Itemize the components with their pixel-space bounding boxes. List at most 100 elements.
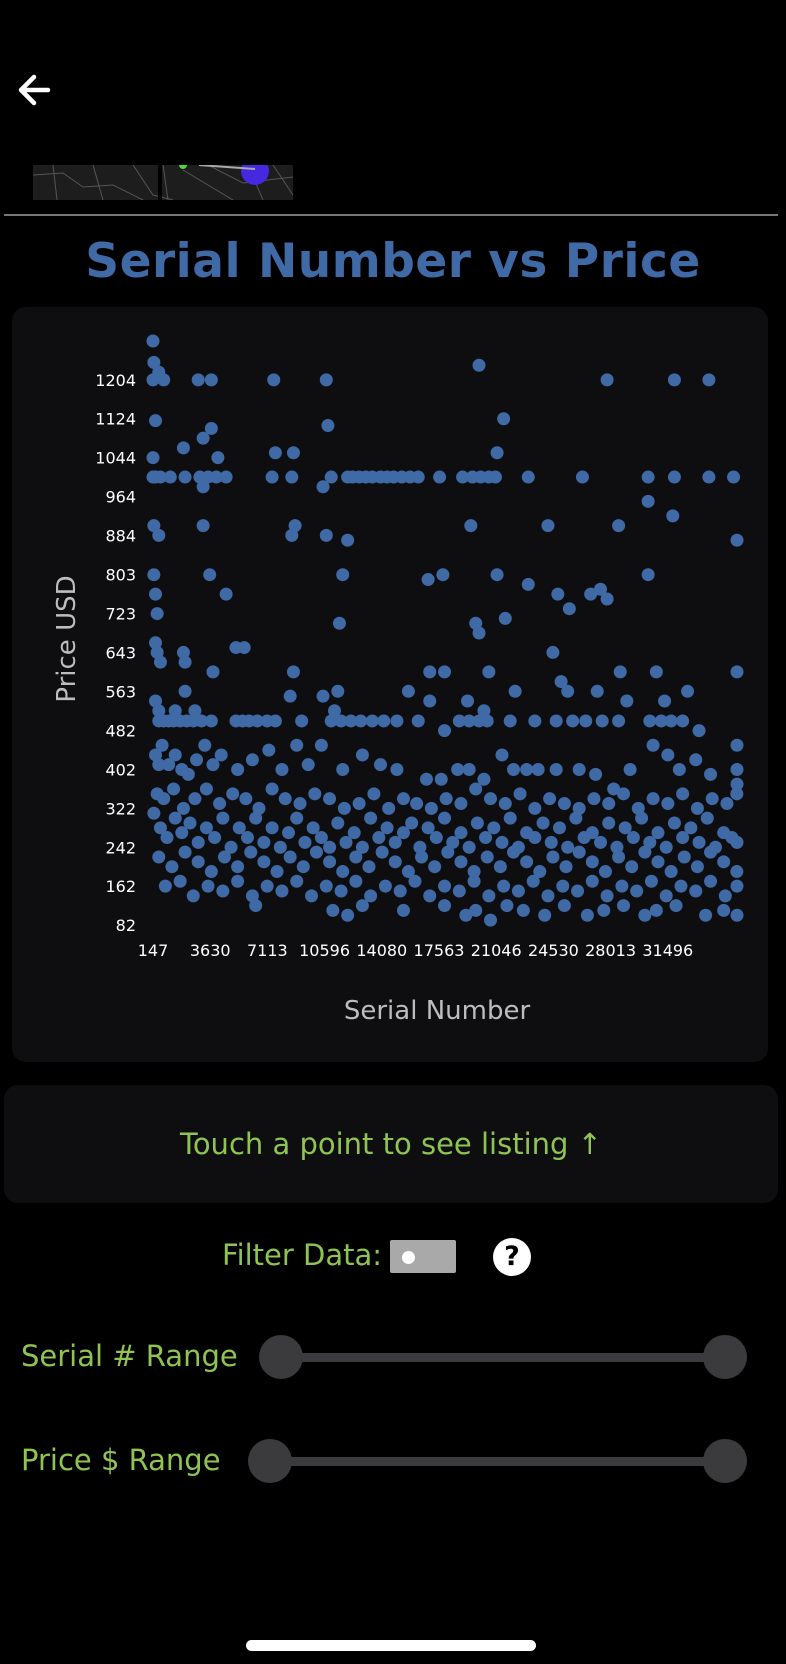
data-point[interactable] [421,821,435,835]
data-point[interactable] [635,811,649,825]
data-point[interactable] [587,792,601,806]
data-point[interactable] [367,787,381,801]
data-point[interactable] [459,908,473,922]
data-point[interactable] [196,519,210,533]
data-point[interactable] [349,874,363,888]
data-point[interactable] [644,874,658,888]
data-point[interactable] [410,797,424,811]
data-point[interactable] [146,373,160,387]
data-point[interactable] [396,826,410,840]
data-point[interactable] [321,419,335,433]
data-point[interactable] [439,792,453,806]
data-point[interactable] [446,835,460,849]
data-point[interactable] [649,903,663,917]
data-point[interactable] [566,714,580,728]
data-point[interactable] [354,714,368,728]
data-point[interactable] [536,816,550,830]
data-point[interactable] [561,684,575,698]
data-point[interactable] [436,568,450,582]
data-point[interactable] [268,714,282,728]
data-point[interactable] [672,763,686,777]
data-point[interactable] [498,611,512,625]
data-point[interactable] [438,879,452,893]
price-range-track[interactable] [272,1457,727,1466]
data-point[interactable] [508,684,522,698]
data-point[interactable] [684,821,698,835]
data-point[interactable] [198,738,212,752]
data-point[interactable] [625,860,639,874]
data-point[interactable] [585,874,599,888]
data-point[interactable] [613,665,627,679]
data-point[interactable] [293,797,307,811]
data-point[interactable] [265,782,279,796]
data-point[interactable] [730,787,744,801]
data-point[interactable] [612,850,626,864]
data-point[interactable] [188,792,202,806]
data-point[interactable] [490,446,504,460]
data-point[interactable] [646,792,660,806]
data-point[interactable] [149,587,163,601]
data-point[interactable] [339,835,353,849]
data-point[interactable] [480,850,494,864]
data-point[interactable] [216,884,230,898]
data-point[interactable] [602,797,616,811]
data-point[interactable] [146,451,160,465]
data-point[interactable] [283,850,297,864]
data-point[interactable] [521,470,535,484]
data-point[interactable] [355,748,369,762]
data-point[interactable] [411,714,425,728]
data-point[interactable] [331,684,345,698]
data-point[interactable] [690,801,704,815]
data-point[interactable] [595,714,609,728]
data-point[interactable] [334,884,348,898]
data-point[interactable] [411,470,425,484]
data-point[interactable] [160,831,174,845]
data-point[interactable] [692,724,706,738]
data-point[interactable] [157,792,171,806]
data-point[interactable] [572,763,586,777]
data-point[interactable] [600,592,614,606]
data-point[interactable] [165,860,179,874]
data-point[interactable] [730,533,744,547]
data-point[interactable] [401,865,415,879]
data-point[interactable] [336,763,350,777]
data-point[interactable] [147,806,161,820]
data-point[interactable] [598,865,612,879]
data-point[interactable] [319,373,333,387]
data-point[interactable] [423,694,437,708]
data-point[interactable] [178,470,192,484]
data-point[interactable] [377,714,391,728]
data-point[interactable] [290,738,304,752]
data-point[interactable] [579,714,593,728]
data-point[interactable] [375,845,389,859]
data-point[interactable] [378,879,392,893]
data-point[interactable] [572,845,586,859]
data-point[interactable] [479,831,493,845]
data-point[interactable] [196,431,210,445]
data-point[interactable] [282,826,296,840]
data-point[interactable] [305,889,319,903]
data-point[interactable] [393,884,407,898]
data-point[interactable] [219,470,233,484]
data-point[interactable] [257,835,271,849]
data-point[interactable] [484,792,498,806]
data-point[interactable] [543,792,557,806]
data-point[interactable] [470,816,484,830]
data-point[interactable] [462,763,476,777]
data-point[interactable] [423,889,437,903]
data-point[interactable] [674,879,688,893]
data-point[interactable] [203,568,217,582]
data-point[interactable] [347,826,361,840]
data-point[interactable] [651,855,665,869]
data-point[interactable] [626,831,640,845]
data-point[interactable] [730,835,744,849]
data-point[interactable] [257,855,271,869]
data-point[interactable] [149,636,163,650]
data-point[interactable] [190,753,204,767]
data-point[interactable] [216,811,230,825]
data-point[interactable] [434,772,448,786]
data-point[interactable] [533,865,547,879]
data-point[interactable] [472,358,486,372]
data-point[interactable] [454,797,468,811]
data-point[interactable] [730,738,744,752]
